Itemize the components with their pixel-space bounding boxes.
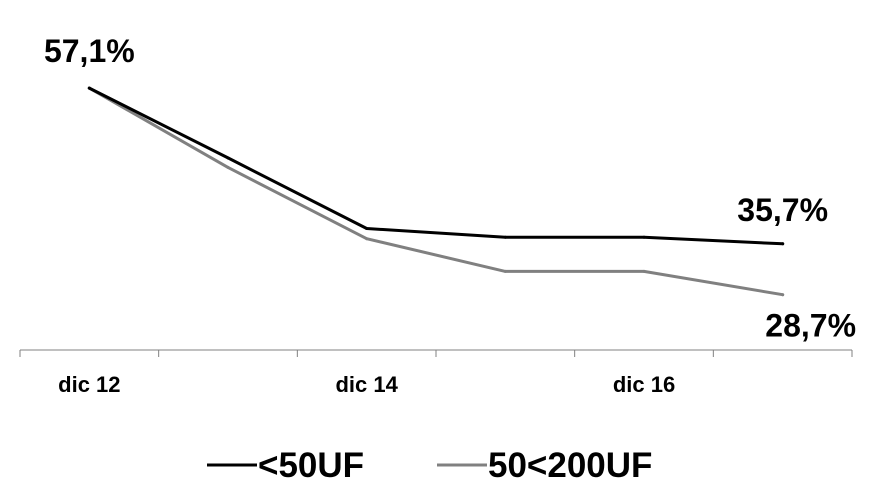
data-point [642,269,646,273]
data-label: 57,1% [44,33,135,69]
series-lines [87,86,785,297]
data-label: 28,7% [765,308,856,344]
series-line-0 [87,86,785,246]
data-point [365,227,369,231]
legend-label: 50<200UF [488,446,652,485]
data-point [365,237,369,241]
x-tick-label: dic 16 [613,372,675,397]
data-point [226,156,230,160]
legend: <50UF 50<200UF [207,446,652,485]
data-point [642,235,646,239]
data-point [781,293,785,297]
legend-label: <50UF [258,446,364,485]
x-axis: dic 12 dic 14 dic 16 [19,349,853,397]
data-point [503,269,507,273]
x-tick-label: dic 12 [58,372,120,397]
data-labels: 57,1% 35,7% 28,7% [44,33,856,344]
x-tick-label: dic 14 [335,372,398,397]
data-point [87,86,91,90]
data-label: 35,7% [737,192,828,228]
data-point [503,235,507,239]
series-line-1 [87,86,785,297]
data-point [226,165,230,169]
data-point [781,242,785,246]
